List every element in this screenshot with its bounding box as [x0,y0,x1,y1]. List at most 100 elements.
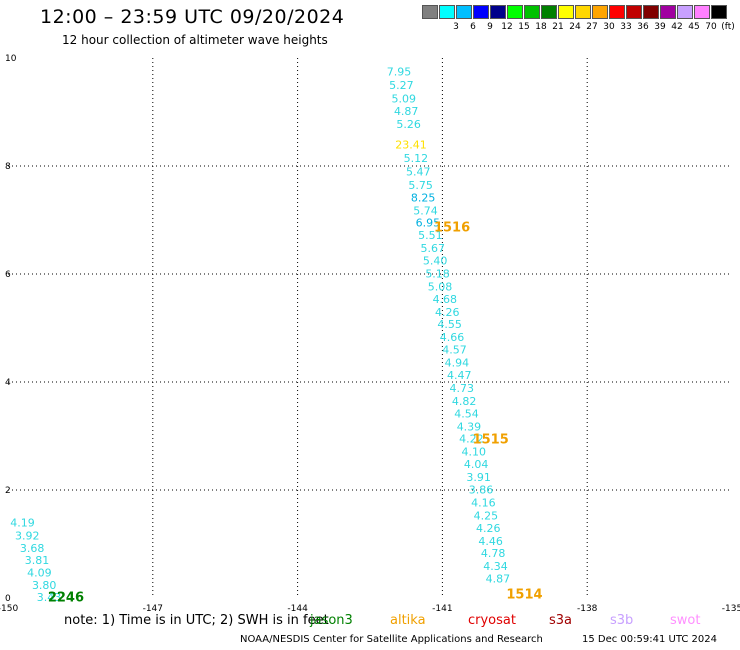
scale-swatch [558,5,574,19]
wave-height-value: 4.73 [449,382,474,395]
wave-height-value: 5.40 [423,255,448,268]
scale-label: 9 [487,22,493,32]
y-tick-label: 4 [5,378,11,388]
scale-swatch [575,5,591,19]
scale-swatch [694,5,710,19]
wave-height-value: 5.74 [413,204,438,217]
scale-swatch [439,5,455,19]
wave-height-value: 5.27 [389,79,414,92]
wave-height-value: 8.25 [411,191,436,204]
wave-height-value: 4.04 [464,458,489,471]
wave-height-value: 4.34 [483,560,508,573]
wave-height-value: 5.08 [428,280,453,293]
x-tick-label: -147 [143,604,163,614]
scale-label: 3 [453,22,459,32]
scale-swatch [473,5,489,19]
wave-height-value: 3.43 [37,591,62,604]
scale-swatch [490,5,506,19]
wave-height-value: 5.26 [396,118,421,131]
wave-height-value: 4.82 [452,395,477,408]
x-tick-label: -150 [0,604,18,614]
scale-swatch [592,5,608,19]
wave-height-value: 4.55 [437,318,462,331]
wave-height-value: 4.57 [442,344,467,357]
y-tick-label: 2 [5,486,11,496]
wave-height-value: 3.92 [15,529,40,542]
scale-swatch [711,5,727,19]
wave-height-value: 5.51 [418,229,443,242]
scale-swatch [541,5,557,19]
scale-swatch [660,5,676,19]
scale-label: 6 [470,22,476,32]
y-tick-label: 6 [5,270,11,280]
wave-height-value: 4.87 [394,105,419,118]
scale-swatch [643,5,659,19]
wave-height-value: 5.18 [425,267,450,280]
map-title: 12:00 – 23:59 UTC 09/20/2024 [40,6,345,28]
scale-label: 30 [603,22,615,32]
legend-jason3: jason3 [310,613,353,628]
wave-height-value: 4.22 [459,433,484,446]
wave-height-value: 3.80 [32,579,57,592]
scale-swatch [507,5,523,19]
wave-height-value: 3.81 [25,554,50,567]
scale-label: 45 [688,22,700,32]
wave-height-value: 3.68 [20,542,45,555]
wave-height-value: 4.66 [440,331,465,344]
x-tick-label: -138 [577,604,598,614]
track-time-label: 1515 [473,433,509,448]
scale-label: 33 [620,22,632,32]
wave-height-value: 4.47 [447,369,472,382]
wave-height-value: 4.46 [478,535,503,548]
wave-height-value: 6.95 [416,217,441,230]
wave-height-value: 4.78 [481,547,506,560]
scale-swatch [609,5,625,19]
wave-height-value: 4.94 [445,357,470,370]
wave-height-value: 4.10 [462,446,487,459]
track-time-label: 1514 [506,588,542,603]
track-time-label: 2246 [48,590,84,605]
legend-cryosat: cryosat [468,613,516,628]
legend-s3b: s3b [610,613,634,628]
scale-label: 18 [535,22,547,32]
wave-height-value: 5.67 [420,242,445,255]
map-subtitle: 12 hour collection of altimeter wave hei… [62,33,328,47]
wave-height-value: 4.19 [10,516,35,529]
color-scale: 3 6 9 12 15 18 21 24 27 30 33 36 39 42 45 70 (ft) [422,5,735,35]
legend-note: note: 1) Time is in UTC; 2) SWH is in fe… [64,613,329,628]
legend-swot: swot [670,613,701,628]
y-tick-label: 8 [5,162,11,172]
wave-height-value: 4.16 [471,496,496,509]
scale-label: 24 [569,22,581,32]
wave-height-value: 4.26 [435,306,460,319]
wave-height-value: 5.47 [406,165,431,178]
wave-height-value: 23.41 [395,138,427,151]
scale-swatch [677,5,693,19]
wave-height-value: 4.87 [486,573,511,586]
footer-timestamp: 15 Dec 00:59:41 UTC 2024 [582,634,717,645]
wave-height-value: 4.54 [454,407,479,420]
scale-label: 36 [637,22,649,32]
wave-height-value: 4.68 [433,293,458,306]
wave-height-value: 3.91 [466,471,491,484]
scale-label: (ft) [721,22,735,32]
footer-credit: NOAA/NESDIS Center for Satellite Applica… [240,634,543,645]
scale-swatch [524,5,540,19]
wave-height-value: 4.09 [27,567,52,580]
scale-label: 12 [501,22,513,32]
wave-height-value: 4.25 [474,509,499,522]
x-tick-label: -135 [722,604,740,614]
wave-height-value: 5.12 [404,152,429,165]
wave-height-value: 3.86 [469,483,494,496]
scale-swatch [456,5,472,19]
scale-label: 27 [586,22,598,32]
x-tick-label: -144 [287,604,308,614]
scale-label: 21 [552,22,564,32]
wave-height-value: 5.09 [392,93,417,106]
legend-altika: altika [390,613,426,628]
scale-swatch [626,5,642,19]
y-tick-label: 10 [5,54,17,64]
x-tick-label: -141 [432,604,452,614]
track-time-label: 1516 [434,220,470,235]
